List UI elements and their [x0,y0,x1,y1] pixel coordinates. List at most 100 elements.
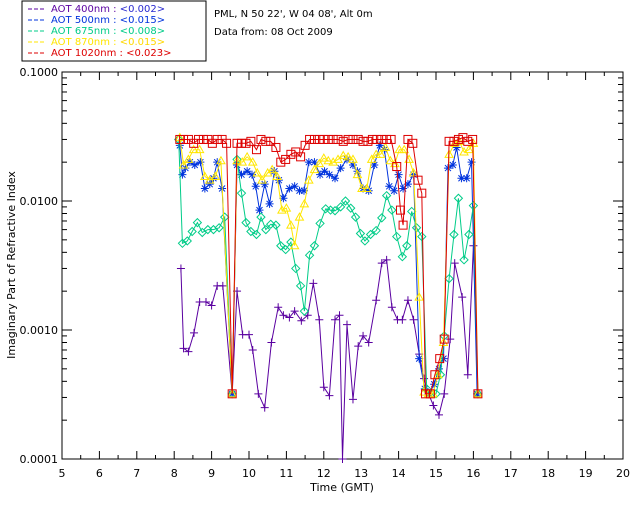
legend-item: AOT 870nm : <0.015> [28,37,165,48]
triangle-marker [394,144,405,154]
triangle-marker [272,171,282,180]
triangle-marker [433,369,443,379]
plus-marker [372,296,381,305]
diamond-marker [330,206,340,216]
star-marker [320,167,329,176]
square-marker [348,134,358,144]
x-tick-label: 6 [96,467,103,480]
legend-item: AOT 675nm : <0.008> [28,26,165,37]
diamond-marker [214,223,224,233]
legend-label-value: <0.015> [120,15,165,26]
plus-marker [342,320,351,329]
plus-marker [458,293,467,302]
legend-label: AOT 1020nm : <0.023> [51,48,171,59]
square-marker [408,138,418,148]
plus-marker [190,328,199,337]
triangle-marker [247,157,258,166]
square-marker [377,134,387,144]
legend-label-prefix: AOT 1020nm : [51,48,126,59]
plus-marker [274,303,283,312]
plus-marker [398,315,407,324]
square-marker [251,145,261,155]
triangle-marker [289,240,300,250]
diamond-marker [406,206,417,217]
plus-marker [429,401,438,410]
diamond-marker [365,229,376,240]
series-1 [176,241,482,463]
legend-label: AOT 675nm : <0.008> [51,26,165,37]
square-marker [473,389,483,399]
square-marker [395,205,405,215]
diamond-marker [246,226,256,237]
diamond-marker [219,212,230,222]
plus-marker [285,313,294,322]
star-marker [325,170,334,179]
triangle-marker [294,212,305,221]
star-marker [316,170,325,179]
x-tick-label: 7 [133,467,140,480]
diamond-marker [271,220,281,230]
plus-marker [260,403,269,412]
star-marker [190,161,199,170]
triangle-marker [178,160,189,169]
square-marker [425,389,435,399]
square-marker [392,162,402,172]
diamond-marker [459,255,469,265]
diamond-marker [346,203,356,213]
star-marker [178,170,187,179]
star-marker [370,161,379,170]
diamond-marker [304,250,315,260]
square-marker [338,136,348,146]
diamond-marker [291,263,301,274]
diamond-marker [449,229,459,240]
diamond-marker [256,212,266,222]
diamond-marker [251,229,262,240]
plus-marker [279,311,288,320]
plus-marker [354,342,363,351]
square-marker [212,134,222,144]
y-tick-label: 0.0010 [20,324,59,337]
star-marker [403,180,412,189]
star-marker [415,354,424,363]
plus-marker [377,259,386,268]
square-marker [398,220,408,230]
plus-marker [331,315,340,324]
triangle-marker [352,169,363,179]
triangle-marker [357,183,367,192]
star-marker [467,158,476,167]
triangle-marker [380,142,391,151]
plus-marker [463,370,472,379]
triangle-marker [281,203,292,212]
triangle-marker [188,144,199,154]
x-tick-label: 18 [541,467,555,480]
star-marker [251,182,260,191]
legend-label-value: <0.023> [126,48,171,59]
legend-item: AOT 500nm : <0.015> [28,15,165,26]
diamond-marker [371,225,381,236]
plus-marker [290,307,299,316]
triangle-marker [286,220,296,229]
triangle-marker [237,157,248,166]
star-marker [457,174,466,183]
diamond-marker [265,219,276,229]
diamond-marker [182,236,192,246]
series-line [179,137,479,395]
diamond-marker [309,241,320,251]
legend-label-prefix: AOT 675nm : [51,26,120,37]
diamond-marker [276,241,286,251]
triangle-marker [314,158,325,168]
series-line [178,139,479,395]
triangle-marker [385,155,396,165]
star-marker [394,170,403,179]
square-marker [353,134,363,144]
star-marker [200,184,209,193]
square-marker [413,175,423,185]
y-tick-label: 0.1000 [20,66,59,79]
diamond-marker [392,231,402,242]
plus-marker [245,330,253,339]
legend-box [21,0,207,62]
plus-marker [319,383,328,392]
star-marker [390,186,399,195]
star-marker [260,180,269,189]
legend-item: AOT 1020nm : <0.023> [28,48,171,59]
